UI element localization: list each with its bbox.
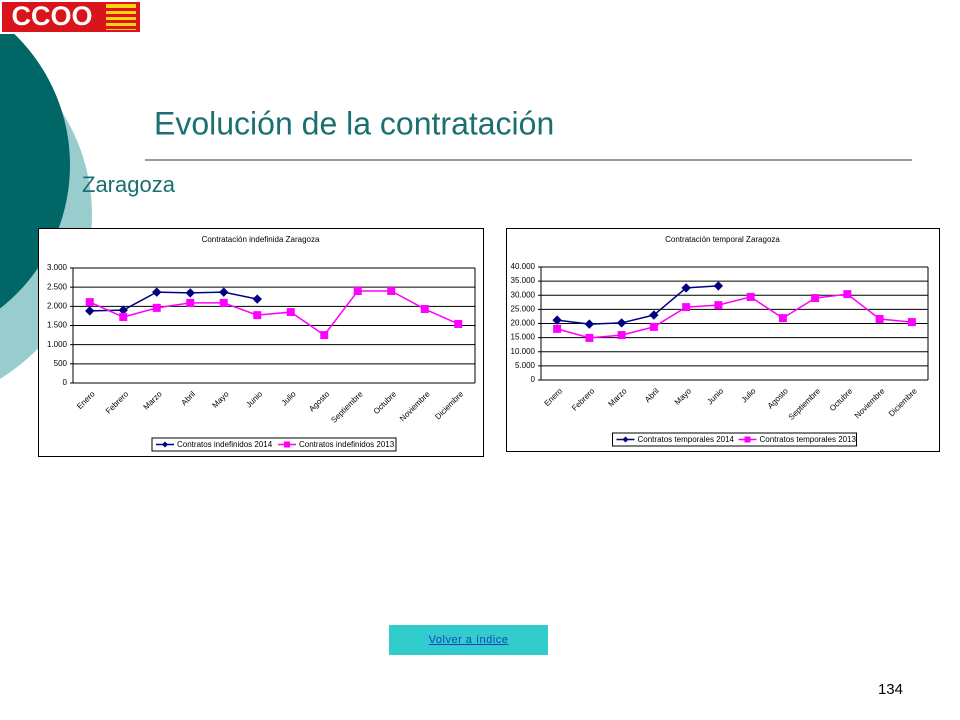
data-point [286,308,295,317]
data-point [616,318,627,328]
y-tick-label: 20.000 [511,319,536,328]
y-tick-label: 25.000 [511,304,536,313]
chart-title: Contratación indefinida Zaragoza [202,235,320,244]
legend-label: Contratos temporales 2013 [760,435,857,444]
data-point [219,298,228,307]
y-tick-label: 10.000 [511,347,536,356]
series-line [557,285,719,325]
data-point [185,288,195,298]
chart: Contratación indefinida Zaragoza 0 500 1.00… [38,228,484,457]
data-point [682,303,691,312]
legend-label: Contratos indefinidos 2013 [299,440,395,449]
data-point [713,281,724,291]
slide-subtitle: Zaragoza [82,172,176,197]
data-point [454,319,463,328]
data-point [746,292,755,301]
data-point [85,298,94,307]
data-point [552,315,562,325]
data-point [152,303,161,312]
y-tick-label: 40.000 [511,262,536,271]
data-point [553,324,562,333]
data-point [907,318,916,327]
y-tick-label: 30.000 [511,290,536,299]
y-tick-label: 0 [63,378,68,387]
logo-text: CCOO [12,1,93,31]
series-line [556,293,912,339]
y-tick-label: 15.000 [511,333,536,342]
data-point [119,313,128,322]
y-tick-label: 0 [531,375,536,384]
data-point [252,294,262,304]
data-point [681,283,691,293]
back-button[interactable]: Volver a índice [389,625,548,655]
y-tick-label: 1.500 [47,321,68,330]
chart-title: Contratación temporal Zaragoza [665,235,780,244]
chart: Contratación temporal Zaragoza 0 5.000 10.0… [506,228,940,452]
y-tick-label: 35.000 [511,276,536,285]
chart-frame [38,228,484,457]
legend-marker [284,441,290,448]
data-point [649,322,658,331]
data-point [420,305,429,314]
logo-flag [106,4,136,30]
data-point [617,331,626,340]
data-point [585,333,594,342]
data-point [353,287,362,295]
data-point [320,331,329,340]
y-tick-label: 2.500 [47,282,68,291]
y-tick-label: 2.000 [47,301,68,310]
legend-marker [162,441,168,448]
data-point [186,298,195,307]
legend-label: Contratos temporales 2014 [638,435,735,444]
page-number: 134 [878,681,903,698]
data-point [714,301,723,310]
data-point [85,306,95,316]
data-point [219,287,229,297]
legend [151,437,397,452]
y-tick-label: 3.000 [47,263,68,272]
slide-title: Evolución de la contratación [154,105,554,141]
data-point [811,294,820,303]
data-point [387,287,396,295]
legend-label: Contratos indefinidos 2014 [177,440,273,449]
legend [612,432,857,447]
series-line [89,290,459,337]
data-point [778,314,787,323]
data-point [875,314,884,323]
y-tick-label: 500 [54,359,68,368]
data-point [253,311,262,320]
legend-marker [622,436,629,443]
chart-frame [506,228,940,452]
y-tick-label: 1.000 [47,340,68,349]
data-point [649,310,659,320]
data-point [843,290,852,299]
y-tick-label: 5.000 [515,361,536,370]
data-point [152,287,162,297]
data-point [584,319,595,329]
series-line [89,291,258,312]
legend-marker [744,436,751,443]
